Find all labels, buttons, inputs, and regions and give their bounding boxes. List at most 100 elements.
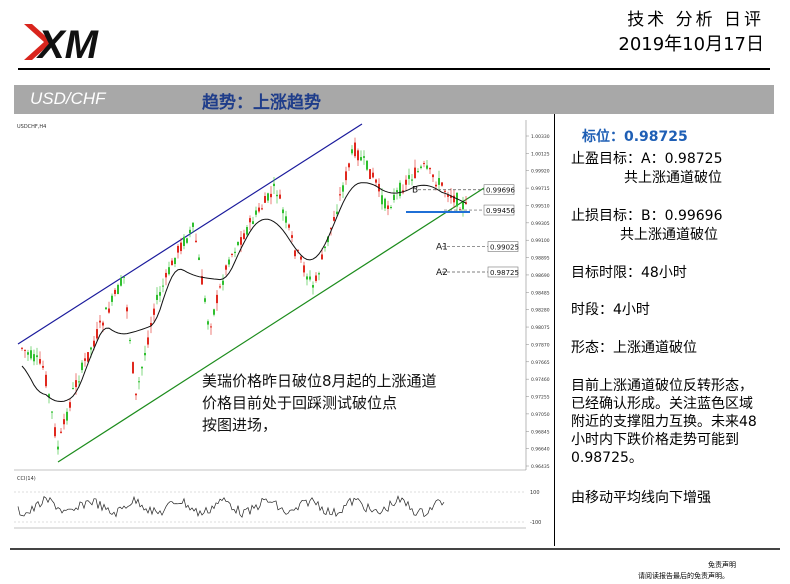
candle-body (72, 388, 74, 390)
candle-body (87, 352, 89, 362)
candle-body (207, 321, 209, 325)
candle-body (108, 308, 110, 313)
candle-body (360, 157, 362, 161)
candle-body (27, 352, 29, 355)
candle-body (300, 256, 302, 260)
candle-body (213, 309, 215, 315)
candle-body (42, 365, 44, 368)
candle-body (255, 210, 257, 215)
candle-body (420, 166, 422, 169)
candle-body (174, 257, 176, 265)
report-header: 技术 分析 日评 2019年10月17日 (618, 8, 764, 58)
candle-body (342, 185, 344, 192)
time-limit: 目标时限：48小时 (571, 265, 687, 281)
description-line-1: 目前上涨通道破位反转形态， (571, 378, 753, 394)
report-date: 2019年10月17日 (618, 34, 764, 55)
footer-rule (10, 548, 780, 550)
candle-body (246, 227, 248, 235)
candle-body (390, 206, 392, 209)
candle-body (462, 202, 464, 210)
y-tick-label: 0.96435 (531, 464, 550, 470)
title-band: USD/CHF 趋势：上涨趋势 (14, 85, 774, 114)
candle-body (315, 275, 317, 281)
y-tick-label: 0.98690 (531, 273, 550, 279)
chart-title: USDCHF,H4 (17, 124, 46, 130)
stop-loss-line-1: 止损目标：B：0.99696 (571, 208, 723, 224)
description-line-3: 附近的支撑阻力互换。未来48 (571, 414, 757, 430)
candle-body (456, 192, 458, 207)
candle-body (228, 259, 230, 265)
y-tick-label: 0.99715 (531, 186, 550, 192)
y-tick-label: 0.97255 (531, 395, 550, 401)
candle-body (303, 265, 305, 273)
candle-body (141, 366, 143, 369)
candle-body (216, 294, 218, 304)
candle-body (66, 411, 68, 421)
candle-body (159, 292, 161, 296)
candle-body (408, 175, 410, 179)
y-tick-label: 1.00330 (531, 134, 550, 140)
description-line-4: 小时内下跌价格走势可能到 (571, 432, 739, 448)
candle-body (126, 307, 128, 312)
candle-body (54, 427, 56, 437)
candle-body (423, 163, 425, 165)
candle-body (366, 160, 368, 170)
candle-body (183, 236, 185, 246)
candle-body (93, 340, 95, 347)
y-tick-label: 0.98280 (531, 308, 550, 314)
candle-body (129, 339, 131, 342)
stop-loss-line-2: 共上涨通道破位 (620, 227, 718, 243)
candle-body (189, 229, 191, 234)
candle-body (237, 241, 239, 246)
candle-body (369, 169, 371, 179)
candle-body (51, 411, 53, 413)
annotation-line-2: 价格目前处于回踩测试破位点 (202, 394, 397, 412)
pair-label: USD/CHF (30, 89, 106, 108)
candle-body (252, 221, 254, 225)
candle-body (372, 172, 374, 178)
candle-body (384, 198, 386, 209)
annotation-line-3: 按图进场， (202, 416, 277, 434)
candle-body (387, 205, 389, 210)
y-tick-label: 0.97050 (531, 412, 550, 418)
y-tick-label: 0.97870 (531, 342, 550, 348)
candle-body (225, 265, 227, 270)
candle-body (21, 347, 23, 349)
candle-body (234, 251, 236, 253)
y-tick-label: 0.98075 (531, 325, 550, 331)
target-levels: 0.99696 B 0.99456 0.99025 A1 0.98725 A2 (412, 184, 519, 278)
candle-body (279, 194, 281, 199)
candle-body (339, 194, 341, 196)
candle-body (375, 179, 377, 183)
candle-body (267, 193, 269, 201)
candle-body (195, 240, 197, 243)
candle-body (156, 294, 158, 300)
candle-body (90, 347, 92, 350)
candle-body (363, 156, 365, 158)
price-chart: USDCHF,H4 1.00330 1.00125 0.99920 0.99715 0.… (14, 118, 550, 530)
pattern: 形态：上涨通道破位 (571, 340, 697, 356)
candle-body (123, 276, 125, 278)
level-box (487, 266, 519, 278)
indicator-tick-top: 100 (530, 490, 540, 496)
level-label: A2 (436, 268, 448, 278)
candle-body (222, 280, 224, 285)
candle-body (69, 402, 71, 408)
candle-body (120, 278, 122, 286)
candle-body (273, 183, 275, 187)
candle-body (381, 195, 383, 205)
candle-body (30, 350, 32, 359)
candle-body (285, 216, 287, 223)
level-box (483, 204, 515, 216)
candle-body (99, 320, 101, 323)
level-box (483, 184, 515, 196)
disclaimer-text: 请阅读报告最后的免责声明。 (638, 572, 729, 580)
candle-body (240, 237, 242, 245)
candle-body (447, 194, 449, 197)
candle-body (276, 194, 278, 197)
candle-body (105, 307, 107, 310)
candle-body (309, 276, 311, 280)
candle-body (219, 286, 221, 288)
candle-body (297, 250, 299, 252)
candle-body (147, 337, 149, 345)
